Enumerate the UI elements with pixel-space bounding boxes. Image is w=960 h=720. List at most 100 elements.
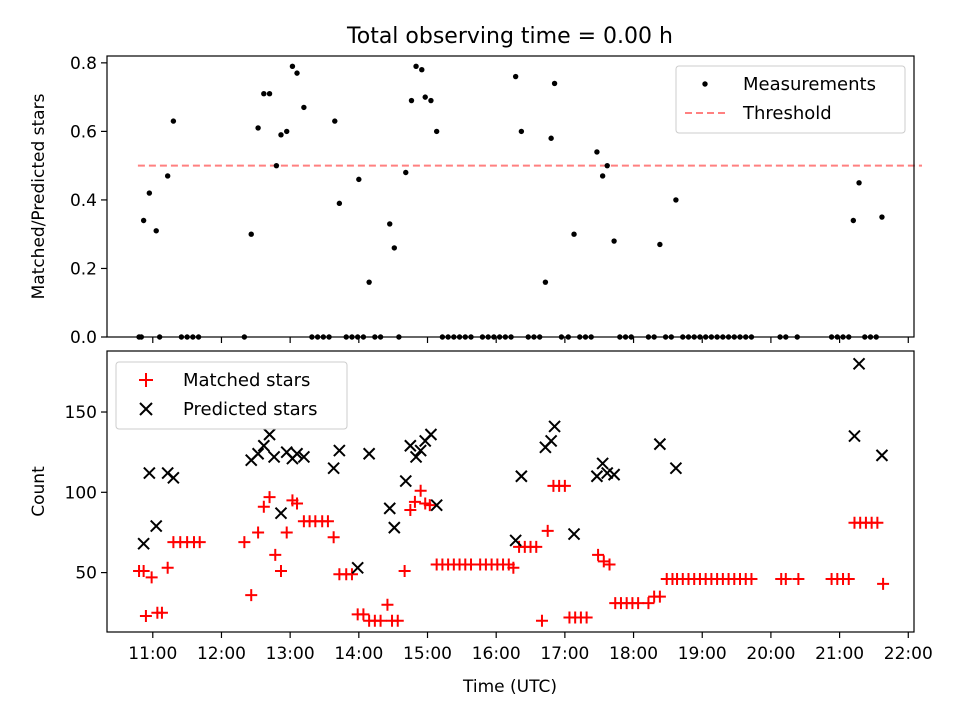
predicted-point [399, 474, 412, 488]
predicted-point [875, 449, 889, 462]
y-tick-label: 100 [65, 483, 97, 503]
matched-point [423, 499, 436, 512]
ratio-x-ticks [152, 337, 909, 343]
x-tick-label: 17:00 [540, 644, 589, 664]
matched-point [257, 500, 270, 513]
legend-measurements-label: Measurements [743, 74, 876, 95]
ratio-y-axis-label: Matched/Predicted stars [29, 93, 49, 299]
predicted-point [362, 447, 376, 460]
matched-point [530, 540, 543, 553]
predicted-point [290, 447, 304, 460]
predicted-point [607, 468, 621, 481]
matched-point [779, 573, 792, 586]
y-tick-label: 150 [65, 403, 97, 423]
predicted-point [257, 439, 271, 452]
measurement-point [284, 128, 290, 135]
matched-point [263, 491, 276, 504]
predicted-point [596, 457, 609, 470]
matched-point [374, 614, 387, 627]
matched-point [238, 536, 251, 549]
measurement-point [422, 94, 428, 100]
predicted-point [263, 428, 276, 441]
legend-threshold-label: Threshold [742, 103, 832, 124]
measurement-point [599, 173, 606, 179]
predicted-point [274, 506, 288, 520]
predicted-point [327, 462, 340, 475]
measurement-point [278, 132, 284, 138]
matched-point [155, 606, 168, 619]
measurement-point [419, 67, 425, 73]
measurement-point [657, 241, 663, 248]
matched-point [327, 531, 340, 544]
count-legend: Matched stars Predicted stars [115, 361, 348, 430]
measurement-point [673, 197, 679, 203]
matched-point [269, 548, 282, 561]
x-tick-label: 14:00 [334, 644, 383, 664]
count-legend-box [115, 361, 348, 430]
matched-point [877, 577, 890, 590]
figure-title: Total observing time = 0.00 h [346, 24, 673, 49]
count-y-ticks: 50 100 150 [65, 403, 107, 584]
matched-point [871, 516, 884, 529]
legend-predicted-marker [139, 402, 153, 416]
measurement-point [266, 90, 273, 97]
x-tick-label: 18:00 [609, 644, 658, 664]
matched-point [161, 561, 174, 574]
matched-point [252, 526, 265, 539]
measurement-point [140, 217, 147, 224]
x-tick-label: 13:00 [266, 644, 315, 664]
measurement-point [387, 221, 393, 227]
count-y-axis-label: Count [29, 466, 49, 517]
matched-point [535, 614, 548, 627]
predicted-point [430, 498, 443, 512]
matched-point [145, 571, 158, 584]
count-panel-frame [106, 350, 915, 633]
x-tick-label: 22:00 [884, 644, 933, 664]
x-tick-label: 11:00 [128, 644, 177, 664]
measurement-point [611, 238, 617, 244]
measurement-point [408, 97, 415, 104]
matched-point [592, 548, 605, 561]
predicted-point [409, 450, 423, 464]
measurement-point [301, 104, 307, 111]
measurement-point [548, 135, 554, 141]
matched-point [408, 495, 421, 508]
matched-point [391, 614, 404, 627]
measurement-point [366, 279, 372, 285]
matched-point [507, 561, 520, 574]
ratio-panel: 0.00.20.40.60.8 Matched/Predicted stars … [29, 54, 923, 348]
measurement-point [542, 279, 549, 285]
ratio-y-ticks: 0.0 0.2 0.4 0.6 0.8 [70, 54, 107, 348]
predicted-point [509, 534, 522, 547]
measurement-point [255, 125, 261, 131]
y-tick-label: 0.4 [70, 191, 97, 211]
matched-point [792, 573, 805, 586]
matched-point [381, 598, 394, 611]
measurement-point [518, 128, 525, 135]
measurement-point [170, 118, 177, 124]
predicted-point [383, 502, 396, 515]
measurement-point [164, 173, 171, 179]
predicted-point [150, 519, 163, 533]
predicted-point [388, 521, 401, 534]
predicted-point [848, 429, 861, 443]
legend-measurements-marker [702, 81, 708, 87]
measurement-point [294, 70, 300, 76]
matched-point [193, 536, 206, 549]
predicted-point [424, 428, 438, 441]
matched-point [291, 497, 304, 510]
measurement-point [604, 162, 610, 169]
matched-point [404, 503, 417, 516]
predicted-point [267, 450, 281, 464]
measurement-point [413, 63, 419, 69]
legend-matched-label: Matched stars [183, 370, 310, 391]
matched-point [580, 611, 593, 624]
matched-point [414, 484, 427, 497]
legend-matched-marker [139, 373, 153, 387]
predicted-point [590, 470, 604, 483]
matched-point [842, 573, 855, 586]
ratio-marks [136, 63, 923, 340]
x-tick-label: 12:00 [197, 644, 246, 664]
measurement-point [336, 200, 343, 207]
